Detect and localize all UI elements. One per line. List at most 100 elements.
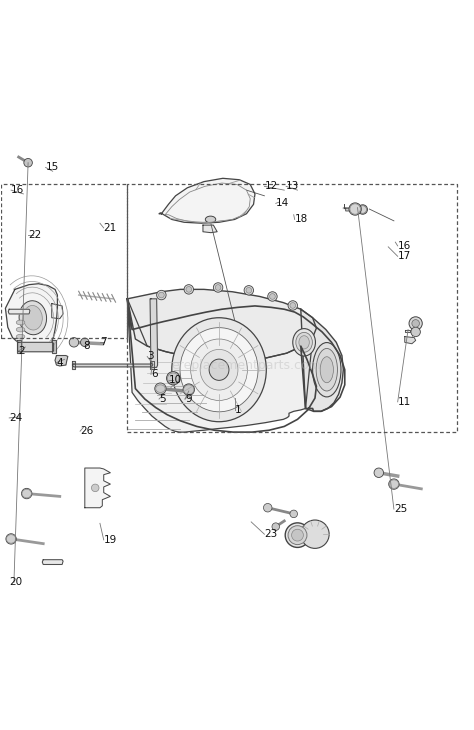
Circle shape (156, 291, 166, 300)
Circle shape (389, 479, 399, 489)
Text: 2: 2 (18, 346, 25, 356)
Polygon shape (301, 310, 343, 411)
Polygon shape (150, 299, 157, 367)
Circle shape (268, 292, 277, 301)
Circle shape (6, 534, 16, 544)
Circle shape (183, 384, 194, 395)
Ellipse shape (293, 328, 316, 356)
Text: 9: 9 (185, 394, 191, 404)
Text: 16: 16 (11, 185, 24, 195)
Text: ereplacementparts.com: ereplacementparts.com (172, 358, 321, 372)
Text: 10: 10 (169, 375, 182, 385)
Circle shape (412, 320, 419, 327)
Polygon shape (85, 468, 110, 508)
Text: 12: 12 (264, 181, 278, 191)
Polygon shape (52, 304, 63, 319)
Circle shape (213, 283, 223, 292)
Polygon shape (203, 225, 217, 233)
Text: 19: 19 (104, 535, 117, 545)
Polygon shape (8, 310, 30, 314)
Text: 21: 21 (104, 223, 117, 233)
Text: 8: 8 (83, 341, 90, 351)
Ellipse shape (292, 529, 303, 541)
Circle shape (69, 337, 79, 347)
Polygon shape (55, 356, 68, 366)
Circle shape (186, 287, 191, 292)
Polygon shape (405, 337, 416, 344)
Ellipse shape (180, 328, 258, 412)
Circle shape (409, 317, 422, 330)
Text: 15: 15 (46, 163, 59, 172)
Polygon shape (72, 361, 75, 369)
Text: 1: 1 (235, 405, 241, 415)
Text: 24: 24 (9, 413, 22, 423)
Circle shape (166, 372, 180, 385)
Text: 23: 23 (264, 529, 278, 539)
Ellipse shape (209, 359, 229, 380)
Circle shape (358, 205, 367, 214)
Circle shape (301, 520, 329, 548)
Ellipse shape (320, 357, 333, 383)
Circle shape (288, 301, 298, 310)
Ellipse shape (296, 332, 312, 353)
Polygon shape (18, 342, 54, 352)
Polygon shape (52, 340, 56, 353)
Text: 6: 6 (151, 369, 158, 380)
Circle shape (21, 488, 32, 499)
Text: 20: 20 (9, 577, 22, 588)
Ellipse shape (299, 336, 310, 349)
Circle shape (155, 383, 166, 394)
Ellipse shape (19, 301, 46, 335)
Ellipse shape (191, 339, 247, 401)
Polygon shape (73, 363, 153, 367)
Text: 13: 13 (286, 181, 300, 191)
Ellipse shape (172, 318, 266, 422)
Ellipse shape (200, 350, 238, 390)
Text: 4: 4 (56, 358, 63, 368)
Circle shape (81, 338, 89, 347)
Circle shape (158, 292, 164, 298)
Polygon shape (42, 560, 63, 564)
Ellipse shape (16, 334, 25, 339)
Polygon shape (150, 361, 155, 369)
Circle shape (215, 285, 221, 291)
Circle shape (264, 504, 272, 512)
Bar (128, 185, 457, 432)
Ellipse shape (288, 526, 307, 545)
Circle shape (270, 293, 275, 299)
Polygon shape (159, 178, 255, 223)
Polygon shape (5, 284, 57, 348)
Polygon shape (346, 208, 361, 211)
Circle shape (411, 327, 420, 337)
Polygon shape (405, 329, 410, 332)
Text: 3: 3 (147, 351, 154, 361)
Text: 14: 14 (276, 199, 289, 208)
Text: 5: 5 (159, 394, 165, 404)
Ellipse shape (285, 523, 310, 548)
Polygon shape (128, 289, 317, 361)
Ellipse shape (16, 320, 25, 325)
Polygon shape (128, 299, 313, 432)
Circle shape (246, 288, 252, 293)
Circle shape (349, 203, 361, 215)
Circle shape (290, 303, 296, 308)
Text: 22: 22 (28, 230, 41, 240)
Circle shape (24, 158, 32, 167)
Circle shape (290, 510, 298, 518)
Text: 18: 18 (295, 215, 308, 224)
Circle shape (374, 468, 383, 477)
Circle shape (272, 523, 280, 531)
Text: 7: 7 (100, 337, 107, 347)
Polygon shape (17, 340, 20, 353)
Ellipse shape (316, 348, 337, 391)
Ellipse shape (16, 327, 25, 332)
Circle shape (91, 484, 99, 492)
Text: 16: 16 (398, 241, 411, 251)
Ellipse shape (205, 216, 216, 223)
Text: 17: 17 (398, 251, 411, 261)
Text: 26: 26 (80, 426, 93, 436)
Circle shape (244, 285, 254, 295)
Ellipse shape (23, 305, 42, 330)
Text: 25: 25 (394, 504, 407, 514)
Circle shape (184, 285, 193, 294)
